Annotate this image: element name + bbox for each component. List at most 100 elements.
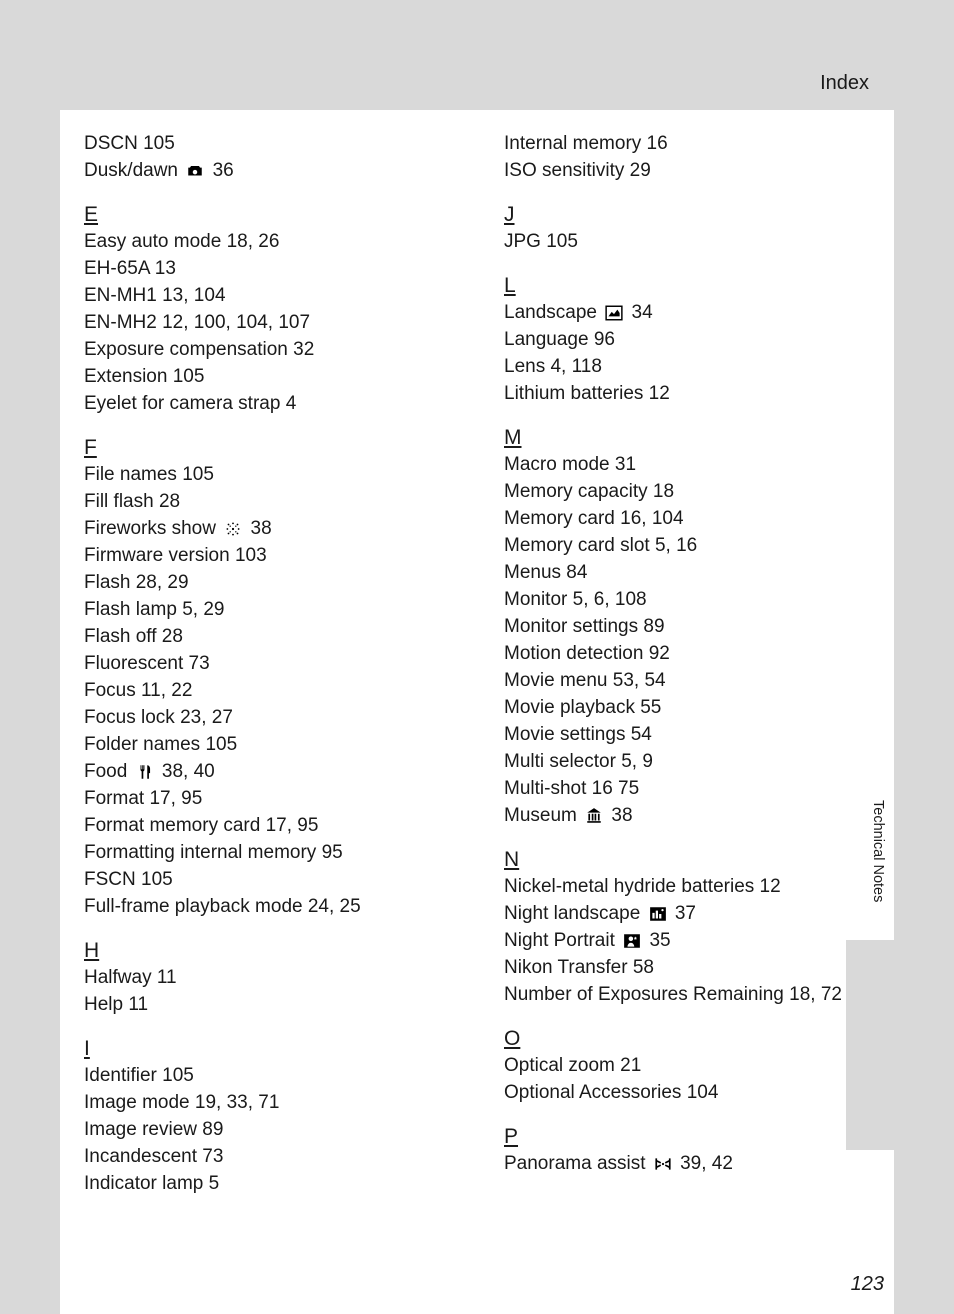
- index-entry: Multi selector 5, 9: [504, 748, 874, 775]
- index-entry: EN-MH1 13, 104: [84, 282, 454, 309]
- index-entry: Image review 89: [84, 1116, 454, 1143]
- index-column-0: DSCN 105Dusk/dawn 36EEasy auto mode 18, …: [84, 130, 454, 1197]
- section-letter-i: I: [84, 1035, 454, 1062]
- index-entry: Memory capacity 18: [504, 478, 874, 505]
- index-entry: Fluorescent 73: [84, 650, 454, 677]
- index-entry: Firmware version 103: [84, 542, 454, 569]
- index-entry-text: Memory card slot 5, 16: [504, 532, 697, 559]
- index-entry: DSCN 105: [84, 130, 454, 157]
- food-icon: [136, 763, 154, 781]
- index-entry: Internal memory 16: [504, 130, 874, 157]
- index-entry-text: 38: [245, 515, 271, 542]
- index-entry: Landscape 34: [504, 299, 874, 326]
- section-letter-f: F: [84, 434, 454, 461]
- page-number: 123: [851, 1273, 884, 1296]
- section-letter-o: O: [504, 1025, 874, 1052]
- index-entry-text: Firmware version 103: [84, 542, 267, 569]
- index-entry-text: Movie menu 53, 54: [504, 667, 666, 694]
- index-entry-text: Flash lamp 5, 29: [84, 596, 224, 623]
- index-entry: Museum 38: [504, 802, 874, 829]
- index-entry: Fill flash 28: [84, 488, 454, 515]
- index-entry-text: Full-frame playback mode 24, 25: [84, 893, 361, 920]
- index-entry: EH-65A 13: [84, 255, 454, 282]
- section-letter-j: J: [504, 201, 874, 228]
- index-entry-text: Panorama assist: [504, 1150, 651, 1177]
- index-entry: Optional Accessories 104: [504, 1079, 874, 1106]
- landscape-icon: [605, 304, 623, 322]
- index-entry-text: 38: [606, 802, 632, 829]
- index-entry: Memory card slot 5, 16: [504, 532, 874, 559]
- night-landscape-icon: [649, 905, 667, 923]
- index-entry-text: Movie playback 55: [504, 694, 661, 721]
- night-portrait-icon: [623, 932, 641, 950]
- index-entry: Multi-shot 16 75: [504, 775, 874, 802]
- index-entry: Incandescent 73: [84, 1143, 454, 1170]
- index-entry: ISO sensitivity 29: [504, 157, 874, 184]
- index-entry-text: Museum: [504, 802, 582, 829]
- index-entry-text: Flash off 28: [84, 623, 183, 650]
- index-entry-text: Motion detection 92: [504, 640, 670, 667]
- index-entry-text: Monitor 5, 6, 108: [504, 586, 647, 613]
- index-entry: Night Portrait 35: [504, 927, 874, 954]
- index-entry-text: FSCN 105: [84, 866, 173, 893]
- index-entry: Menus 84: [504, 559, 874, 586]
- index-entry: Identifier 105: [84, 1062, 454, 1089]
- index-entry: Help 11: [84, 991, 454, 1018]
- index-entry-text: Night Portrait: [504, 927, 620, 954]
- index-entry: Movie menu 53, 54: [504, 667, 874, 694]
- section-letter-m: M: [504, 424, 874, 451]
- index-entry: EN-MH2 12, 100, 104, 107: [84, 309, 454, 336]
- index-entry-text: Optional Accessories 104: [504, 1079, 718, 1106]
- index-entry-text: Dusk/dawn: [84, 157, 183, 184]
- index-entry: Panorama assist 39, 42: [504, 1150, 874, 1177]
- index-entry-text: EH-65A 13: [84, 255, 176, 282]
- index-entry-text: Multi-shot 16 75: [504, 775, 639, 802]
- index-entry: Food 38, 40: [84, 758, 454, 785]
- section-letter-n: N: [504, 846, 874, 873]
- index-entry: Full-frame playback mode 24, 25: [84, 893, 454, 920]
- index-entry: Lens 4, 118: [504, 353, 874, 380]
- index-entry: Monitor 5, 6, 108: [504, 586, 874, 613]
- index-entry-text: DSCN 105: [84, 130, 175, 157]
- index-entry-text: Halfway 11: [84, 964, 177, 991]
- index-entry-text: Movie settings 54: [504, 721, 652, 748]
- index-entry-text: Extension 105: [84, 363, 204, 390]
- index-entry-text: Formatting internal memory 95: [84, 839, 343, 866]
- index-entry-text: Food: [84, 758, 133, 785]
- page-container: DSCN 105Dusk/dawn 36EEasy auto mode 18, …: [60, 110, 894, 1314]
- index-entry-text: Memory card 16, 104: [504, 505, 684, 532]
- camera-dusk-icon: [186, 162, 204, 180]
- panorama-icon: [654, 1155, 672, 1173]
- index-entry: Format memory card 17, 95: [84, 812, 454, 839]
- index-entry-text: Memory capacity 18: [504, 478, 674, 505]
- index-entry: Focus lock 23, 27: [84, 704, 454, 731]
- index-entry: Format 17, 95: [84, 785, 454, 812]
- section-letter-e: E: [84, 201, 454, 228]
- index-entry: Memory card 16, 104: [504, 505, 874, 532]
- index-entry: Macro mode 31: [504, 451, 874, 478]
- index-entry-text: Exposure compensation 32: [84, 336, 314, 363]
- index-columns: DSCN 105Dusk/dawn 36EEasy auto mode 18, …: [84, 130, 874, 1197]
- index-entry-text: Flash 28, 29: [84, 569, 189, 596]
- section-letter-l: L: [504, 272, 874, 299]
- index-entry-text: Language 96: [504, 326, 615, 353]
- index-entry-text: Number of Exposures Remaining 18, 72: [504, 981, 842, 1008]
- index-entry-text: EN-MH2 12, 100, 104, 107: [84, 309, 310, 336]
- index-entry: Nikon Transfer 58: [504, 954, 874, 981]
- museum-icon: [585, 807, 603, 825]
- section-letter-h: H: [84, 937, 454, 964]
- index-entry: Easy auto mode 18, 26: [84, 228, 454, 255]
- index-entry-text: Folder names 105: [84, 731, 237, 758]
- index-entry-text: Fill flash 28: [84, 488, 180, 515]
- index-entry-text: 38, 40: [157, 758, 215, 785]
- index-entry-text: Identifier 105: [84, 1062, 194, 1089]
- index-entry-text: Easy auto mode 18, 26: [84, 228, 279, 255]
- section-letter-p: P: [504, 1123, 874, 1150]
- index-entry: Night landscape 37: [504, 900, 874, 927]
- index-entry: Language 96: [504, 326, 874, 353]
- index-entry: Extension 105: [84, 363, 454, 390]
- index-entry-text: Optical zoom 21: [504, 1052, 641, 1079]
- index-entry-text: Format memory card 17, 95: [84, 812, 318, 839]
- index-entry: Flash off 28: [84, 623, 454, 650]
- index-entry: Number of Exposures Remaining 18, 72: [504, 981, 874, 1008]
